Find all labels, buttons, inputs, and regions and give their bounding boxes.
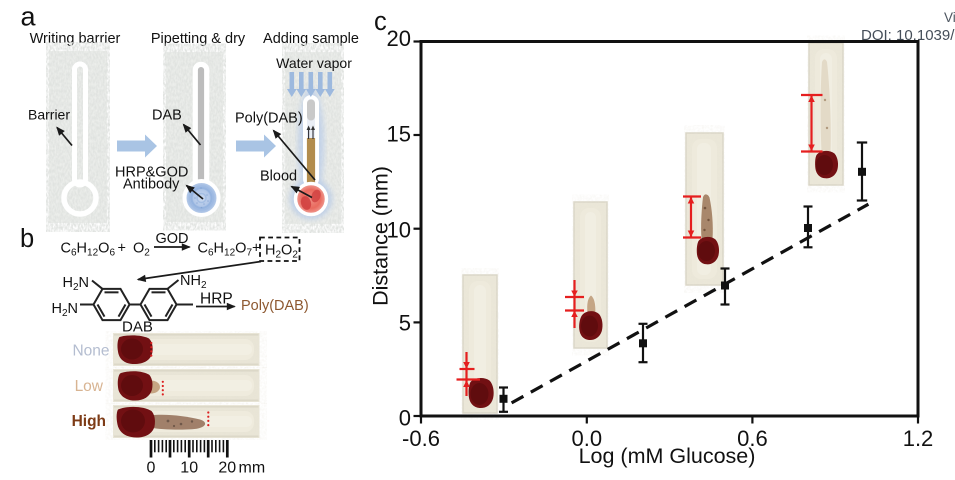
svg-text:H2N: H2N: [52, 301, 79, 319]
svg-text:+: +: [118, 241, 126, 257]
svg-text:HRP&GOD: HRP&GOD: [115, 165, 188, 181]
svg-text:Adding sample: Adding sample: [263, 31, 359, 47]
svg-text:a: a: [21, 2, 37, 32]
svg-text:None: None: [72, 343, 109, 360]
svg-text:0.6: 0.6: [737, 426, 768, 451]
svg-text:20: 20: [387, 26, 411, 51]
svg-text:HRP: HRP: [200, 291, 233, 308]
svg-text:DAB: DAB: [152, 108, 182, 124]
svg-text:-0.6: -0.6: [402, 426, 440, 451]
svg-text:GOD: GOD: [155, 231, 188, 247]
svg-text:High: High: [72, 413, 106, 430]
svg-text:10: 10: [180, 460, 198, 477]
svg-text:Writing barrier: Writing barrier: [30, 31, 121, 47]
svg-text:Vie: Vie: [944, 10, 955, 25]
svg-text:b: b: [20, 225, 34, 253]
svg-text:H2O2: H2O2: [265, 243, 298, 261]
svg-text:Poly(DAB): Poly(DAB): [235, 111, 303, 127]
svg-text:Barrier: Barrier: [28, 107, 70, 123]
svg-text:Water vapor: Water vapor: [276, 55, 352, 71]
svg-text:0: 0: [147, 460, 156, 477]
svg-text:Distance (mm): Distance (mm): [369, 166, 393, 306]
svg-text:+: +: [252, 241, 260, 257]
svg-text:Blood: Blood: [260, 169, 297, 185]
svg-text:DAB: DAB: [122, 319, 153, 336]
svg-text:H2N: H2N: [63, 275, 90, 293]
svg-text:Pipetting & dry: Pipetting & dry: [151, 31, 246, 47]
svg-text:c: c: [374, 8, 387, 36]
svg-text:5: 5: [399, 311, 411, 336]
svg-text:15: 15: [387, 122, 411, 147]
svg-text:0: 0: [399, 406, 411, 431]
svg-text:mm: mm: [239, 460, 266, 477]
svg-text:Low: Low: [75, 378, 104, 395]
svg-text:10: 10: [387, 218, 411, 243]
svg-text:NH2: NH2: [180, 273, 207, 291]
svg-text:Log (mM Glucose): Log (mM Glucose): [579, 444, 756, 468]
svg-text:DOI: 10.1039/: DOI: 10.1039/: [861, 27, 955, 44]
svg-text:20: 20: [218, 460, 236, 477]
svg-text:0.0: 0.0: [572, 426, 603, 451]
svg-text:Antibody: Antibody: [123, 177, 180, 193]
svg-text:1.2: 1.2: [903, 426, 934, 451]
svg-text:Poly(DAB): Poly(DAB): [241, 298, 309, 314]
